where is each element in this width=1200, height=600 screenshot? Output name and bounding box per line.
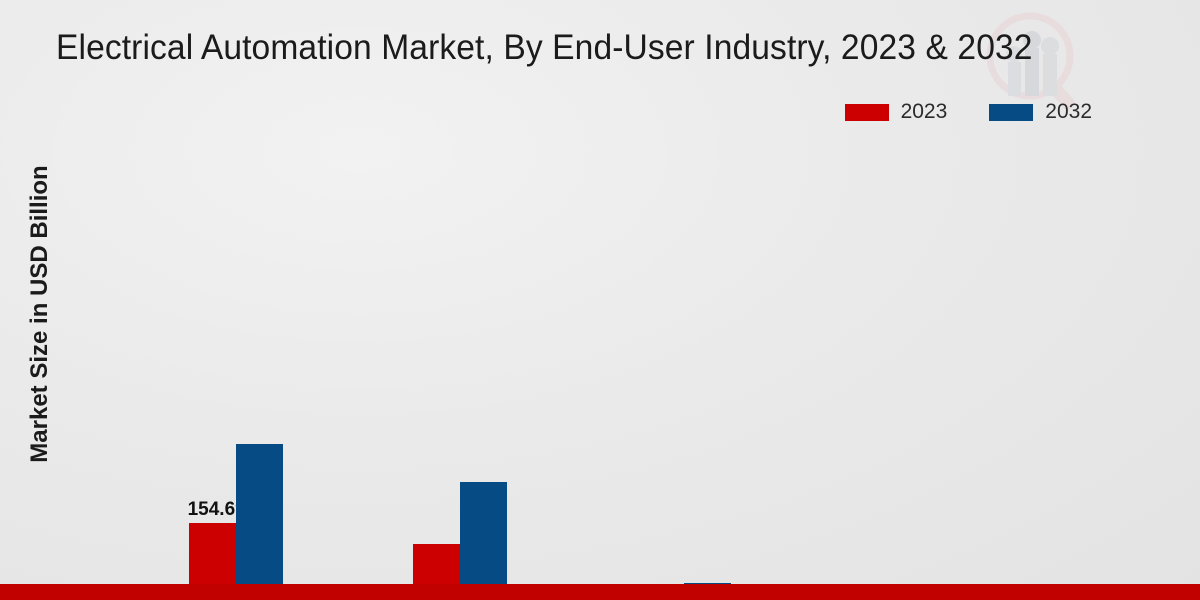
- bar-group: [860, 444, 954, 600]
- footer-bar: [0, 584, 1200, 600]
- legend-item-2032[interactable]: 2032: [989, 100, 1092, 124]
- legend-swatch-2032: [989, 103, 1034, 121]
- plot-area: 154.69 ManufacturingPowerGenerationAndDi…: [56, 168, 1144, 600]
- legend-swatch-2023: [844, 103, 889, 121]
- bar-value-label: 154.69: [187, 499, 246, 520]
- bar-2032-power-generation-and-distribution[interactable]: [460, 482, 507, 600]
- legend-label-2023: 2023: [900, 100, 948, 123]
- legend-item-2023[interactable]: 2023: [844, 100, 948, 124]
- bar-group: [1084, 444, 1178, 600]
- y-axis-title: Market Size in USD Billion: [26, 165, 53, 463]
- bar-group: [413, 444, 507, 600]
- chart-legend: 2023 2032: [844, 100, 1092, 124]
- bar-2032-manufacturing[interactable]: [235, 444, 283, 600]
- bar-group: 154.69: [187, 444, 283, 600]
- chart-title: Electrical Automation Market, By End-Use…: [56, 28, 1033, 67]
- legend-label-2032: 2032: [1045, 100, 1092, 123]
- bar-group: [637, 444, 731, 600]
